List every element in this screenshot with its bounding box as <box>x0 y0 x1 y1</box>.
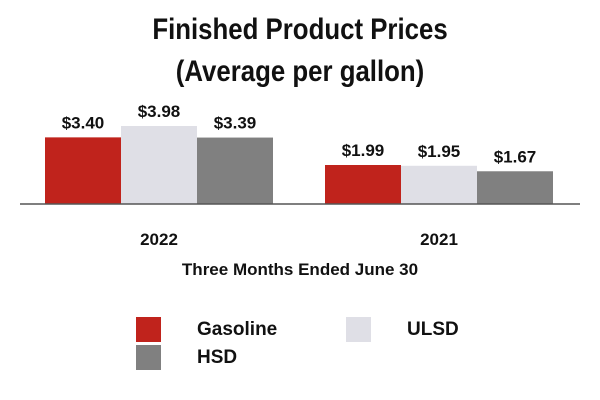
data-label-gasoline-2022: $3.40 <box>62 113 105 132</box>
bar-ulsd-2022 <box>121 126 197 204</box>
chart-title: Finished Product Prices <box>152 13 448 46</box>
legend-item-ulsd: ULSD <box>346 317 459 342</box>
data-label-hsd-2021: $1.67 <box>494 147 537 166</box>
category-label-2021: 2021 <box>420 230 458 249</box>
legend-item-hsd: HSD <box>136 345 237 370</box>
legend-swatch-hsd <box>136 345 161 370</box>
bar-hsd-2022 <box>197 137 273 204</box>
x-axis-label: Three Months Ended June 30 <box>181 260 419 279</box>
legend-label-ulsd: ULSD <box>407 318 459 340</box>
legend-swatch-ulsd <box>346 317 371 342</box>
bar-gasoline-2021 <box>325 165 401 204</box>
legend-label-hsd: HSD <box>197 346 238 368</box>
data-label-gasoline-2021: $1.99 <box>342 141 385 160</box>
bar-hsd-2021 <box>477 171 553 204</box>
category-label-2022: 2022 <box>140 230 178 249</box>
bar-gasoline-2022 <box>45 137 121 204</box>
data-label-ulsd-2022: $3.98 <box>138 102 181 121</box>
bar-chart: $3.40 $3.98 $3.39 2022 $1.99 $1.95 $1.67 2021 <box>20 102 580 249</box>
legend-item-gasoline: Gasoline <box>136 317 277 342</box>
chart-subtitle: (Average per gallon) <box>175 55 425 88</box>
data-label-hsd-2022: $3.39 <box>214 114 257 133</box>
data-label-ulsd-2021: $1.95 <box>418 142 461 161</box>
legend-swatch-gasoline <box>136 317 161 342</box>
bar-ulsd-2021 <box>401 165 477 204</box>
legend-label-gasoline: Gasoline <box>197 318 278 340</box>
